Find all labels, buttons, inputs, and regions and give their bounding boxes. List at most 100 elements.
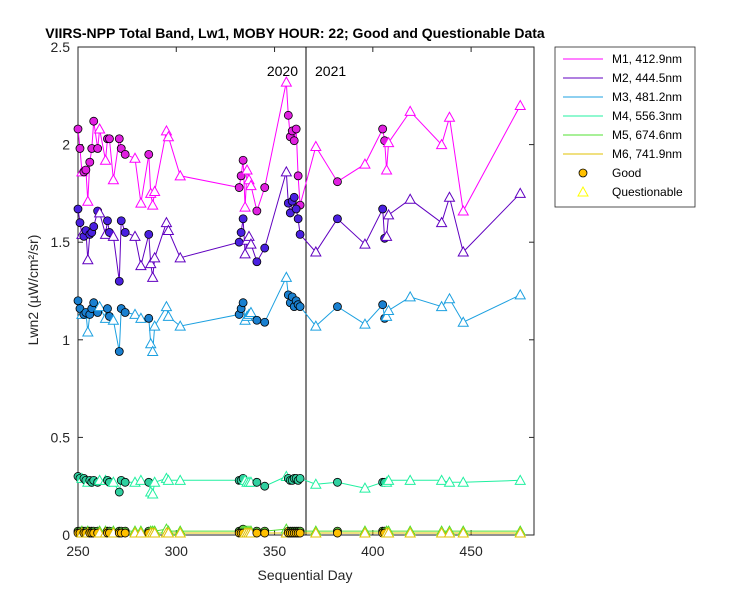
plot-area: 250 300 350 400 450 0 0.5 1 1.5 2 2.5 2020 2021 (51, 39, 535, 559)
data-point-good (252, 257, 262, 267)
data-point-good (120, 149, 130, 159)
year-label-left: 2020 (267, 63, 298, 79)
data-point-questionable (93, 300, 106, 312)
data-point-questionable (359, 238, 371, 249)
data-point-questionable (135, 197, 147, 208)
data-point-questionable (382, 136, 395, 148)
data-point-good (120, 528, 130, 538)
data-point-questionable (148, 476, 161, 487)
data-point-good (75, 218, 85, 228)
data-point-questionable (129, 152, 141, 163)
data-point-good (120, 477, 130, 487)
data-point-questionable (443, 191, 456, 202)
data-point-questionable (162, 224, 175, 235)
y-tick-label: 2 (62, 137, 70, 153)
data-point-questionable (81, 253, 94, 265)
data-point-good (295, 302, 305, 312)
data-point-questionable (174, 251, 187, 263)
data-point-questionable (107, 173, 120, 185)
data-point-questionable (148, 185, 161, 196)
data-point-questionable (457, 245, 470, 257)
data-point-questionable (107, 476, 120, 487)
data-point-good (378, 300, 388, 310)
data-point-questionable (382, 304, 395, 316)
data-point-questionable (93, 122, 106, 134)
data-point-questionable (174, 527, 187, 538)
data-point-questionable (457, 527, 470, 538)
data-point-questionable (359, 527, 371, 538)
data-point-good (116, 216, 126, 226)
data-point-good (295, 473, 305, 483)
data-point-questionable (245, 238, 257, 249)
data-point-good (103, 216, 112, 226)
data-point-good (260, 183, 270, 192)
x-tick-label: 300 (165, 543, 189, 559)
data-point-questionable (239, 201, 251, 212)
data-point-questionable (146, 345, 159, 357)
data-point-questionable (162, 310, 175, 321)
data-point-questionable (280, 165, 293, 177)
data-point-questionable (135, 527, 147, 538)
data-point-good (73, 204, 83, 214)
data-point-questionable (174, 169, 187, 181)
data-point-questionable (162, 474, 175, 485)
legend: M1, 412.9nm M2, 444.5nm M3, 481.2nm M4, 556… (554, 46, 696, 208)
data-point-good (144, 149, 154, 159)
data-point-questionable (144, 337, 157, 349)
legend-questionable-marker (577, 185, 589, 197)
data-point-questionable (514, 474, 527, 485)
data-point-questionable (107, 314, 120, 325)
data-point-good (333, 214, 342, 224)
data-point-questionable (135, 474, 147, 485)
x-tick-label: 450 (459, 543, 483, 559)
data-point-questionable (443, 527, 456, 538)
data-point-questionable (514, 187, 527, 198)
data-point-questionable (435, 216, 448, 228)
data-point-questionable (162, 130, 175, 142)
legend-entry-questionable: Questionable (612, 185, 683, 199)
data-point-questionable (135, 259, 147, 271)
data-point-questionable (129, 230, 141, 241)
data-point-good (289, 192, 299, 202)
data-point-questionable (443, 292, 456, 304)
data-point-good (291, 124, 301, 134)
legend-entry: M2, 444.5nm (612, 71, 682, 85)
data-point-questionable (144, 257, 157, 269)
data-point-questionable (404, 290, 417, 302)
data-point-good (114, 487, 124, 497)
data-point-questionable (239, 247, 251, 259)
data-point-questionable (435, 474, 448, 485)
data-point-good (252, 528, 262, 538)
data-point-good (238, 155, 248, 165)
data-point-questionable (380, 230, 393, 241)
data-point-good (238, 298, 248, 308)
data-point-questionable (160, 300, 173, 312)
data-point-good (105, 134, 114, 144)
y-tick-label: 1.5 (51, 234, 71, 250)
data-point-questionable (160, 216, 173, 228)
data-point-questionable (380, 163, 393, 175)
data-point-good (120, 308, 130, 317)
data-point-good (234, 237, 244, 247)
data-point-questionable (309, 527, 322, 538)
data-point-questionable (457, 476, 470, 487)
data-point-questionable (174, 474, 187, 485)
y-tick-label: 0.5 (51, 429, 71, 445)
data-point-questionable (404, 527, 417, 538)
data-point-good (236, 228, 246, 237)
data-point-good (73, 124, 83, 134)
legend-entry-good: Good (612, 166, 641, 180)
data-point-questionable (382, 527, 395, 538)
data-point-questionable (93, 206, 106, 218)
data-point-good (75, 144, 85, 153)
data-point-questionable (309, 320, 322, 331)
data-point-good (260, 243, 270, 253)
data-point-good (114, 276, 124, 286)
y-tick-label: 2.5 (51, 39, 71, 55)
data-point-good (333, 177, 342, 187)
data-point-good (89, 298, 99, 308)
data-point-good (295, 528, 305, 538)
data-point-good (260, 481, 270, 491)
data-point-questionable (309, 478, 322, 489)
data-point-good (291, 204, 301, 214)
